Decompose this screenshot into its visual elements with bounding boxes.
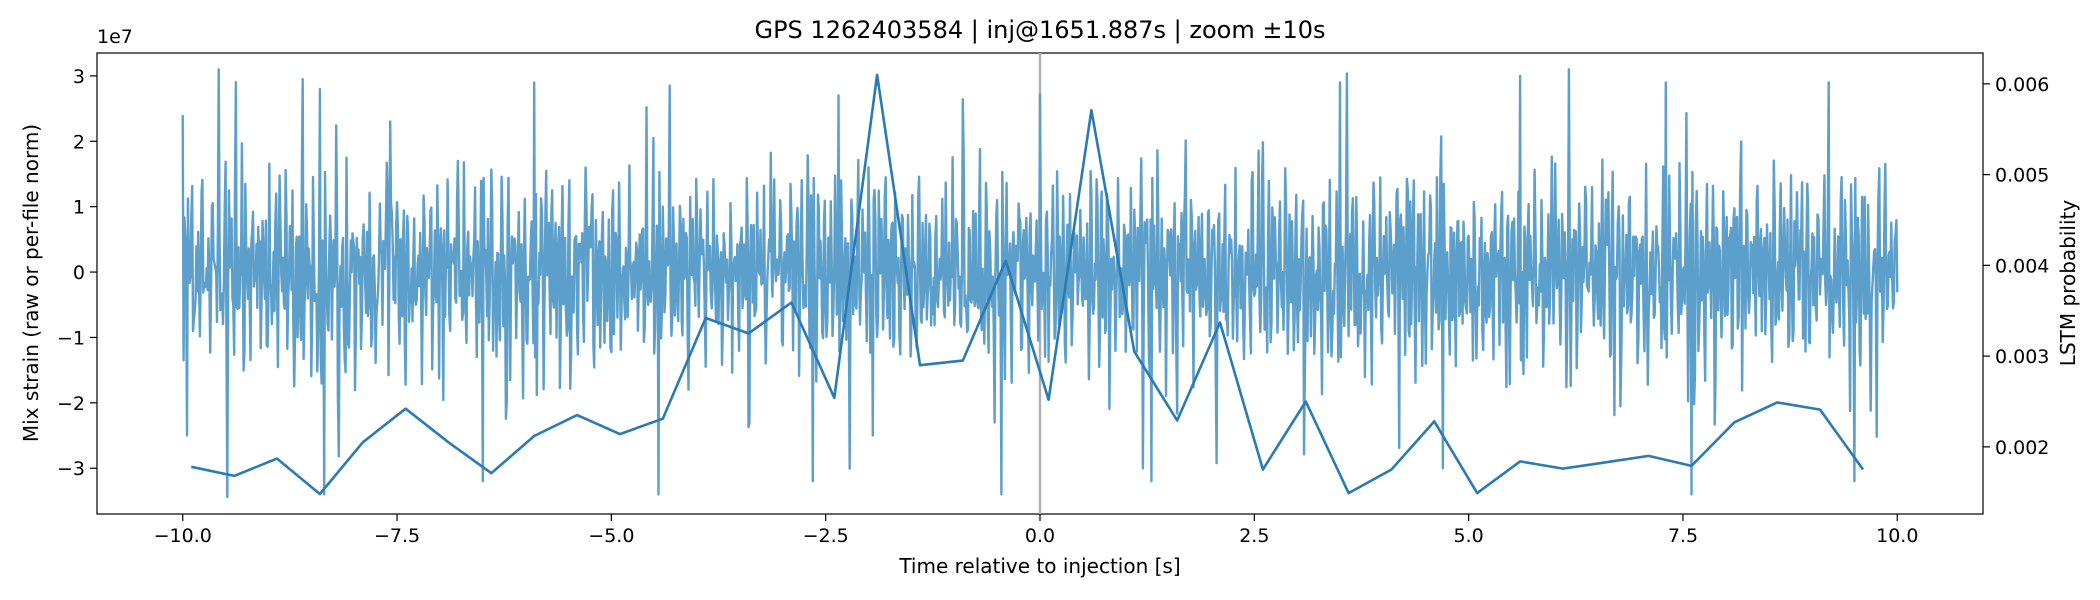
left-y-tick-label: −2 <box>57 393 85 415</box>
x-tick-label: 5.0 <box>1454 525 1484 547</box>
right-y-tick-label: 0.004 <box>1995 255 2049 277</box>
x-axis-ticks: −10.0 −7.5 −5.0 −2.5 0.0 2.5 5.0 7.5 10.0 <box>154 514 1918 547</box>
left-y-axis-ticks: 3 2 1 0 −1 −2 −3 <box>57 66 97 480</box>
x-tick-label: −10.0 <box>154 525 212 547</box>
left-axis-multiplier: 1e7 <box>97 26 133 48</box>
x-tick-label: −2.5 <box>803 525 849 547</box>
x-tick-label: −7.5 <box>374 525 420 547</box>
right-y-axis-ticks: 0.006 0.005 0.004 0.003 0.002 <box>1983 74 2049 459</box>
left-y-tick-label: 1 <box>73 197 85 219</box>
right-y-tick-label: 0.005 <box>1995 165 2049 187</box>
left-y-tick-label: −1 <box>57 327 85 349</box>
chart-title: GPS 1262403584 | inj@1651.887s | zoom ±1… <box>754 16 1325 44</box>
right-y-tick-label: 0.006 <box>1995 74 2049 96</box>
right-y-tick-label: 0.003 <box>1995 346 2049 368</box>
x-axis-label: Time relative to injection [s] <box>898 554 1180 578</box>
x-tick-label: 2.5 <box>1239 525 1269 547</box>
left-y-tick-label: −3 <box>57 458 85 480</box>
plot-area <box>181 53 1899 514</box>
right-y-axis-label: LSTM probability <box>2056 200 2080 367</box>
left-y-tick-label: 2 <box>73 131 85 153</box>
left-y-tick-label: 3 <box>73 66 85 88</box>
lstm-probability-series-line <box>191 73 1865 496</box>
strain-series-line <box>181 68 1899 499</box>
left-y-tick-label: 0 <box>73 262 85 284</box>
x-tick-label: 0.0 <box>1025 525 1055 547</box>
x-tick-label: 10.0 <box>1876 525 1918 547</box>
x-tick-label: 7.5 <box>1668 525 1698 547</box>
x-tick-label: −5.0 <box>588 525 634 547</box>
left-y-axis-label: Mix strain (raw or per-file norm) <box>19 124 43 442</box>
right-y-tick-label: 0.002 <box>1995 437 2049 459</box>
